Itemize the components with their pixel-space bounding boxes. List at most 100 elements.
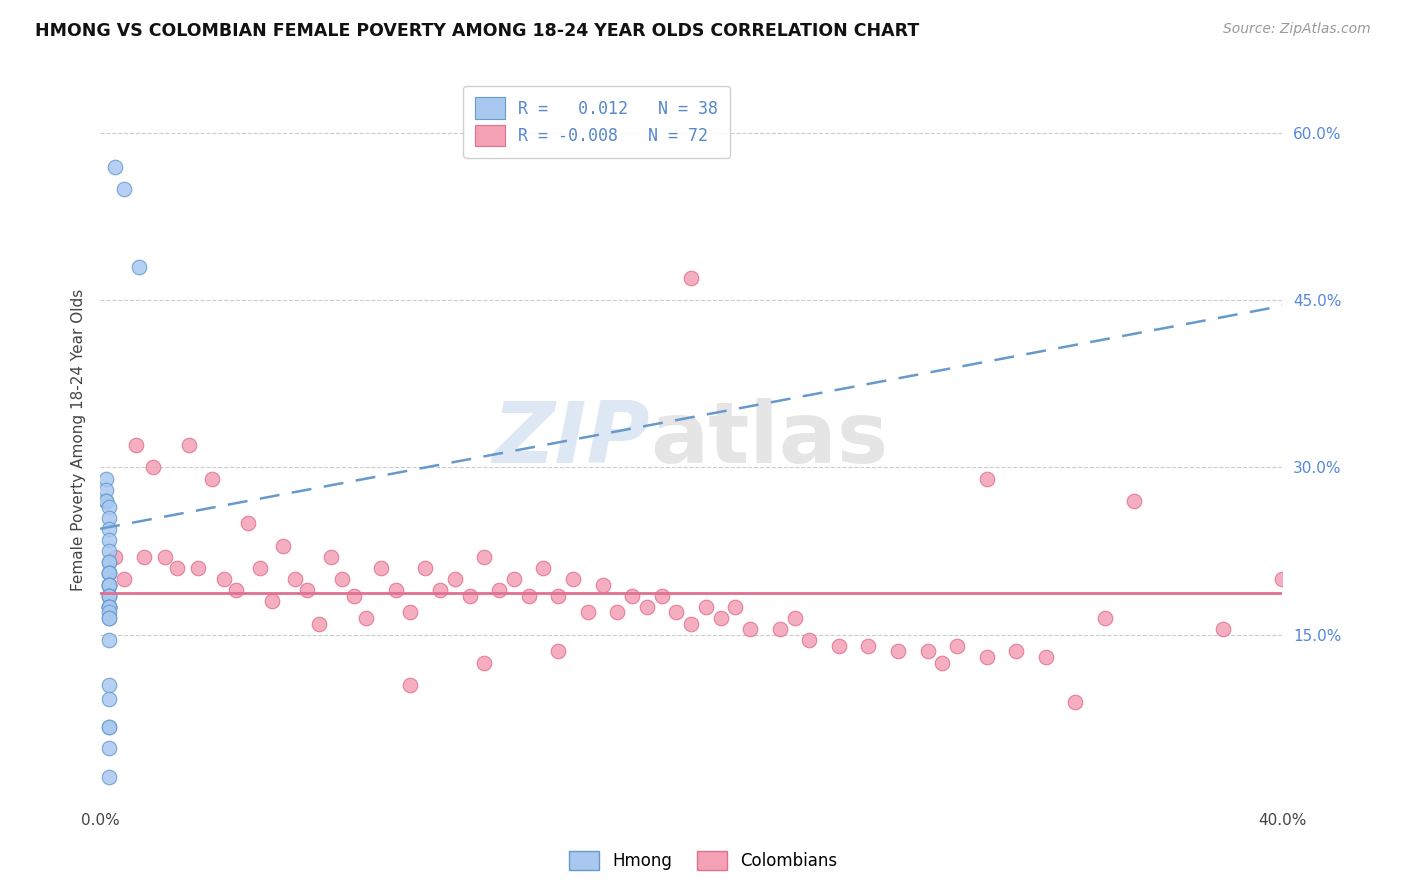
Point	[166, 561, 188, 575]
Point	[98, 510, 121, 524]
Point	[769, 622, 792, 636]
Text: ZIP: ZIP	[492, 398, 650, 481]
Point	[112, 182, 135, 196]
Point	[98, 720, 121, 734]
Point	[1064, 694, 1087, 708]
Y-axis label: Female Poverty Among 18-24 Year Olds: Female Poverty Among 18-24 Year Olds	[72, 288, 86, 591]
Point	[681, 271, 703, 285]
Point	[98, 678, 121, 692]
Point	[931, 656, 953, 670]
Point	[98, 589, 121, 603]
Point	[98, 566, 121, 581]
Point	[858, 639, 880, 653]
Point	[502, 572, 524, 586]
Point	[98, 611, 121, 625]
Point	[576, 606, 599, 620]
Point	[665, 606, 688, 620]
Point	[783, 611, 806, 625]
Point	[1094, 611, 1116, 625]
Point	[94, 494, 117, 508]
Point	[98, 577, 121, 591]
Point	[399, 606, 422, 620]
Point	[187, 561, 209, 575]
Point	[1123, 494, 1146, 508]
Point	[488, 583, 510, 598]
Point	[98, 533, 121, 547]
Point	[621, 589, 644, 603]
Point	[295, 583, 318, 598]
Point	[1035, 649, 1057, 664]
Text: HMONG VS COLOMBIAN FEMALE POVERTY AMONG 18-24 YEAR OLDS CORRELATION CHART: HMONG VS COLOMBIAN FEMALE POVERTY AMONG …	[35, 22, 920, 40]
Point	[124, 438, 146, 452]
Point	[98, 599, 121, 614]
Point	[651, 589, 673, 603]
Point	[308, 616, 330, 631]
Point	[710, 611, 733, 625]
Point	[384, 583, 406, 598]
Point	[429, 583, 451, 598]
Point	[98, 577, 121, 591]
Point	[887, 644, 910, 658]
Text: atlas: atlas	[650, 398, 889, 481]
Point	[681, 616, 703, 631]
Point	[98, 555, 121, 569]
Point	[128, 260, 150, 274]
Point	[98, 692, 121, 706]
Point	[98, 770, 121, 784]
Point	[98, 544, 121, 558]
Point	[249, 561, 271, 575]
Point	[134, 549, 156, 564]
Legend: R =   0.012   N = 38, R = -0.008   N = 72: R = 0.012 N = 38, R = -0.008 N = 72	[463, 86, 730, 158]
Point	[98, 599, 121, 614]
Point	[547, 644, 569, 658]
Point	[201, 472, 224, 486]
Point	[458, 589, 481, 603]
Point	[104, 549, 127, 564]
Point	[273, 539, 295, 553]
Point	[562, 572, 585, 586]
Point	[98, 633, 121, 648]
Point	[98, 555, 121, 569]
Point	[319, 549, 342, 564]
Point	[592, 577, 614, 591]
Point	[547, 589, 569, 603]
Legend: Hmong, Colombians: Hmong, Colombians	[562, 844, 844, 877]
Point	[98, 577, 121, 591]
Point	[94, 472, 117, 486]
Point	[142, 460, 165, 475]
Point	[153, 549, 176, 564]
Point	[98, 599, 121, 614]
Point	[225, 583, 247, 598]
Point	[517, 589, 540, 603]
Point	[1212, 622, 1234, 636]
Point	[799, 633, 821, 648]
Point	[976, 649, 998, 664]
Point	[976, 472, 998, 486]
Point	[443, 572, 465, 586]
Point	[472, 549, 495, 564]
Point	[946, 639, 969, 653]
Point	[236, 516, 259, 531]
Point	[724, 599, 747, 614]
Point	[531, 561, 554, 575]
Point	[98, 741, 121, 756]
Point	[284, 572, 307, 586]
Point	[472, 656, 495, 670]
Point	[636, 599, 658, 614]
Point	[98, 611, 121, 625]
Point	[695, 599, 717, 614]
Point	[1005, 644, 1028, 658]
Point	[98, 589, 121, 603]
Point	[399, 678, 422, 692]
Point	[1271, 572, 1294, 586]
Point	[98, 522, 121, 536]
Point	[177, 438, 200, 452]
Point	[94, 483, 117, 497]
Text: Source: ZipAtlas.com: Source: ZipAtlas.com	[1223, 22, 1371, 37]
Point	[740, 622, 762, 636]
Point	[370, 561, 392, 575]
Point	[98, 720, 121, 734]
Point	[917, 644, 939, 658]
Point	[98, 566, 121, 581]
Point	[98, 606, 121, 620]
